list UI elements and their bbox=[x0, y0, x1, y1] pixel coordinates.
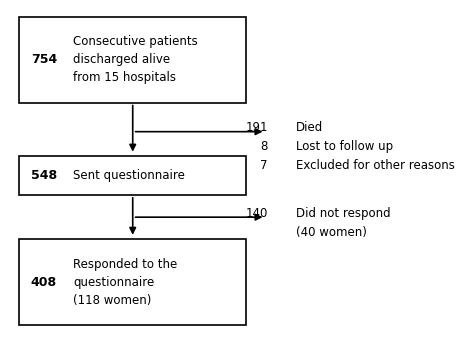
Text: 7: 7 bbox=[260, 159, 268, 172]
Text: Died: Died bbox=[296, 121, 323, 134]
FancyBboxPatch shape bbox=[19, 239, 246, 325]
Text: 191: 191 bbox=[246, 121, 268, 134]
Text: Responded to the
questionnaire
(118 women): Responded to the questionnaire (118 wome… bbox=[73, 258, 178, 307]
Text: 754: 754 bbox=[31, 53, 57, 66]
Text: Sent questionnaire: Sent questionnaire bbox=[73, 169, 185, 182]
Text: Excluded for other reasons: Excluded for other reasons bbox=[296, 159, 455, 172]
FancyBboxPatch shape bbox=[19, 17, 246, 103]
Text: 140: 140 bbox=[246, 207, 268, 220]
FancyBboxPatch shape bbox=[19, 156, 246, 195]
Text: 548: 548 bbox=[31, 169, 57, 182]
Text: 8: 8 bbox=[260, 140, 268, 153]
Text: Consecutive patients
discharged alive
from 15 hospitals: Consecutive patients discharged alive fr… bbox=[73, 35, 198, 84]
Text: Lost to follow up: Lost to follow up bbox=[296, 140, 393, 153]
Text: 408: 408 bbox=[31, 276, 57, 289]
Text: Did not respond: Did not respond bbox=[296, 207, 391, 220]
Text: (40 women): (40 women) bbox=[296, 226, 367, 239]
